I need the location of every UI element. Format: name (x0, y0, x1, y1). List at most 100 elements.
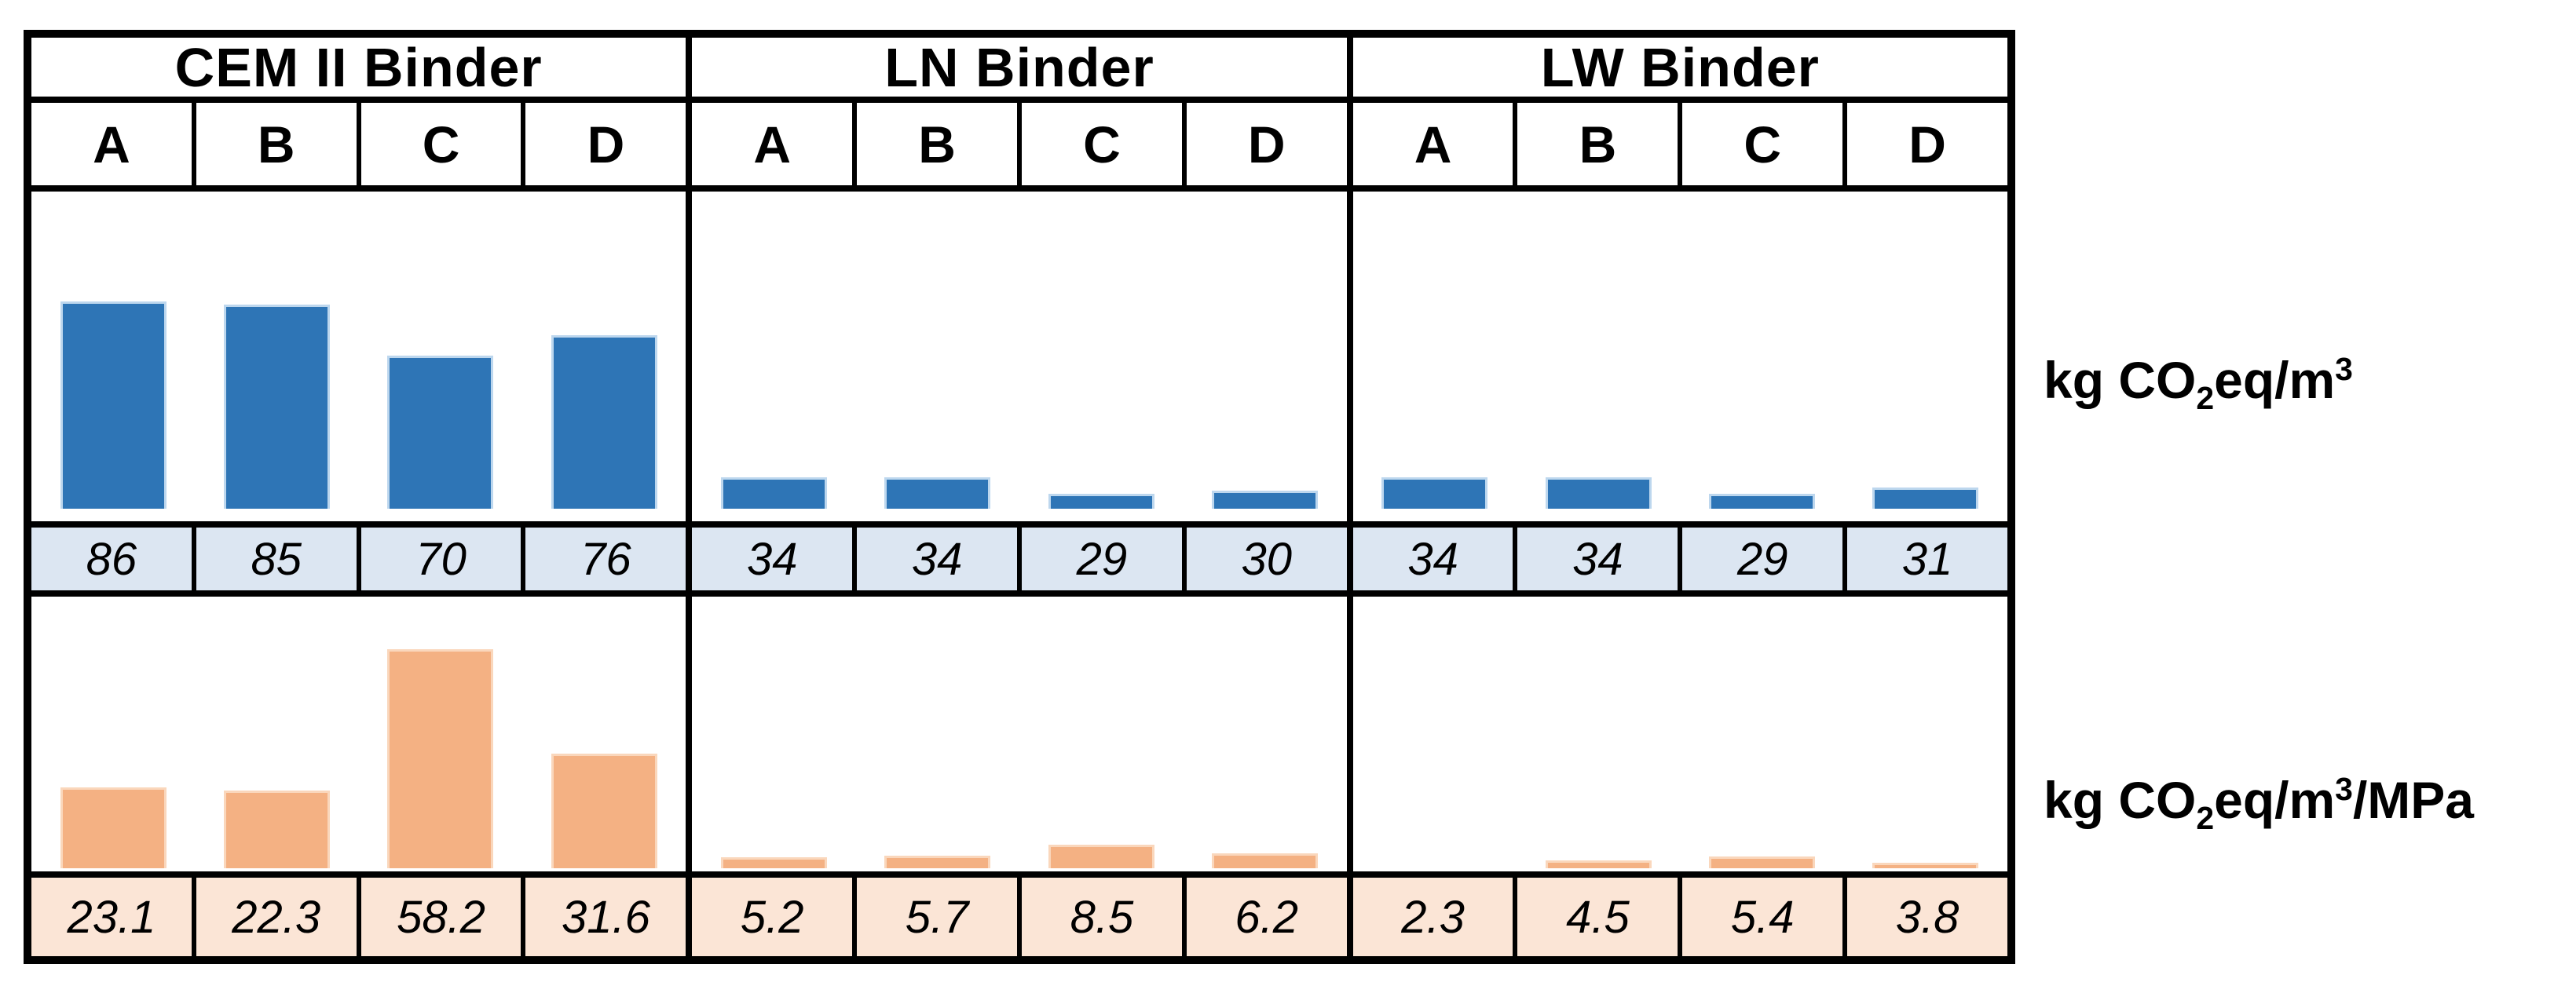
bar-slot (1353, 192, 1517, 509)
unit-label-kg-co2eq-per-m3: kg CO2eq/m3 (2044, 349, 2353, 418)
value-co2mpa-ln-a: 5.2 (692, 878, 858, 956)
column-header-row: A B C D (692, 103, 1347, 192)
bar-slot (1019, 192, 1183, 509)
unit-label-superscript: 3 (2335, 771, 2353, 807)
bar-co2-lw-b (1545, 477, 1652, 509)
panel-lw: LW Binder A B C D 34 34 29 31 (1346, 37, 2007, 956)
value-co2-lw-c: 29 (1682, 528, 1848, 590)
co2-volume-value-row: 86 85 70 76 (31, 528, 686, 597)
value-co2mpa-lw-d: 3.8 (1895, 891, 1959, 943)
value-co2-cemii-b: 85 (196, 528, 361, 590)
bar-slot (1680, 192, 1843, 509)
bar-slot (1183, 192, 1346, 509)
bar-co2-ln-c (1048, 494, 1154, 509)
bar-co2mpa-ln-b (884, 855, 991, 868)
bar-slot (692, 597, 855, 868)
column-header-c: C (361, 103, 526, 185)
bar-slot (195, 192, 358, 509)
value-co2-cemii-d: 76 (580, 533, 631, 585)
bar-co2mpa-cemii-c (387, 649, 494, 868)
unit-label-text: /MPa (2352, 771, 2474, 829)
bar-slot (1844, 192, 2007, 509)
value-co2-lw-d: 31 (1901, 533, 1953, 585)
column-header-d: D (587, 115, 625, 173)
column-header-row: A B C D (1352, 103, 2007, 192)
bar-slot (1517, 597, 1680, 868)
bar-slot (522, 597, 686, 868)
value-co2mpa-cemii-d: 31.6 (561, 891, 650, 943)
bar-co2mpa-cemii-d (551, 754, 657, 868)
bar-co2mpa-ln-a (720, 857, 828, 868)
co2-volume-value-row: 34 34 29 31 (1352, 528, 2007, 597)
value-co2mpa-cemii-c: 58.2 (361, 878, 526, 956)
co2-volume-value-row: 34 34 29 30 (692, 528, 1347, 597)
co2-strength-bar-chart (1352, 597, 2007, 878)
bar-slot (1680, 597, 1843, 868)
unit-label-superscript: 3 (2335, 351, 2353, 387)
column-header-row: A B C D (31, 103, 686, 192)
bar-slot (195, 597, 358, 868)
column-header-a: A (31, 103, 196, 185)
co2-volume-bar-chart (692, 192, 1347, 528)
value-co2-ln-a: 34 (692, 528, 858, 590)
column-header-d: D (1908, 115, 1946, 173)
bar-slot (1844, 597, 2007, 868)
value-co2mpa-ln-c: 8.5 (1022, 878, 1187, 956)
co2-strength-value-row: 23.1 22.3 58.2 31.6 (31, 878, 686, 956)
co2-strength-value-row: 5.2 5.7 8.5 6.2 (692, 878, 1347, 956)
unit-label-subscript: 2 (2196, 800, 2215, 837)
co2-volume-bar-chart (1352, 192, 2007, 528)
binder-header-ln: LN Binder (692, 37, 1347, 103)
bar-slot (359, 192, 522, 509)
bar-co2mpa-lw-b (1545, 860, 1652, 868)
value-co2-lw-b: 34 (1517, 528, 1683, 590)
bar-co2mpa-lw-c (1708, 856, 1816, 868)
unit-label-text: kg CO (2044, 351, 2197, 409)
bar-co2-lw-a (1381, 477, 1488, 509)
bar-co2-ln-a (720, 477, 828, 509)
column-header-c: C (1682, 103, 1848, 185)
value-co2mpa-cemii-b: 22.3 (196, 878, 361, 956)
unit-label-text: eq/m (2214, 351, 2336, 409)
bar-co2mpa-ln-c (1048, 844, 1154, 868)
bar-co2mpa-ln-d (1211, 853, 1319, 868)
bar-co2-cemii-c (387, 355, 494, 509)
co2-volume-bar-chart (31, 192, 686, 528)
column-header-c: C (1022, 103, 1187, 185)
value-co2-ln-d: 30 (1241, 533, 1292, 585)
co2-strength-bar-chart (692, 597, 1347, 878)
unit-label-subscript: 2 (2196, 380, 2215, 417)
bar-slot (1353, 597, 1517, 868)
co2-strength-bar-chart (31, 597, 686, 878)
bar-co2-ln-d (1211, 490, 1319, 509)
bar-co2-ln-b (884, 477, 991, 509)
panel-cem-ii: CEM II Binder A B C D 86 85 70 76 (31, 37, 686, 956)
value-co2mpa-ln-b: 5.7 (857, 878, 1022, 956)
column-header-d: D (1247, 115, 1286, 173)
value-co2-cemii-c: 70 (361, 528, 526, 590)
unit-label-kg-co2eq-per-m3-per-mpa: kg CO2eq/m3/MPa (2044, 769, 2474, 838)
binder-comparison-table: CEM II Binder A B C D 86 85 70 76 (24, 30, 2015, 964)
unit-label-text: kg CO (2044, 771, 2197, 829)
value-co2mpa-lw-c: 5.4 (1682, 878, 1848, 956)
value-co2-cemii-a: 86 (31, 528, 196, 590)
bar-slot (1517, 192, 1680, 509)
value-co2-lw-a: 34 (1353, 528, 1518, 590)
column-header-a: A (692, 103, 858, 185)
co2-strength-value-row: 2.3 4.5 5.4 3.8 (1352, 878, 2007, 956)
panel-ln: LN Binder A B C D 34 34 29 30 (686, 37, 1347, 956)
bar-co2-lw-c (1708, 494, 1816, 509)
value-co2mpa-lw-b: 4.5 (1517, 878, 1683, 956)
bar-slot (856, 597, 1019, 868)
bar-slot (31, 192, 195, 509)
column-header-a: A (1353, 103, 1518, 185)
value-co2mpa-lw-a: 2.3 (1353, 878, 1518, 956)
binder-header-lw: LW Binder (1352, 37, 2007, 103)
bar-co2-cemii-a (60, 301, 166, 509)
column-header-b: B (1517, 103, 1683, 185)
bar-slot (692, 192, 855, 509)
bar-slot (1019, 597, 1183, 868)
binder-header-cem-ii: CEM II Binder (31, 37, 686, 103)
value-co2mpa-cemii-a: 23.1 (31, 878, 196, 956)
